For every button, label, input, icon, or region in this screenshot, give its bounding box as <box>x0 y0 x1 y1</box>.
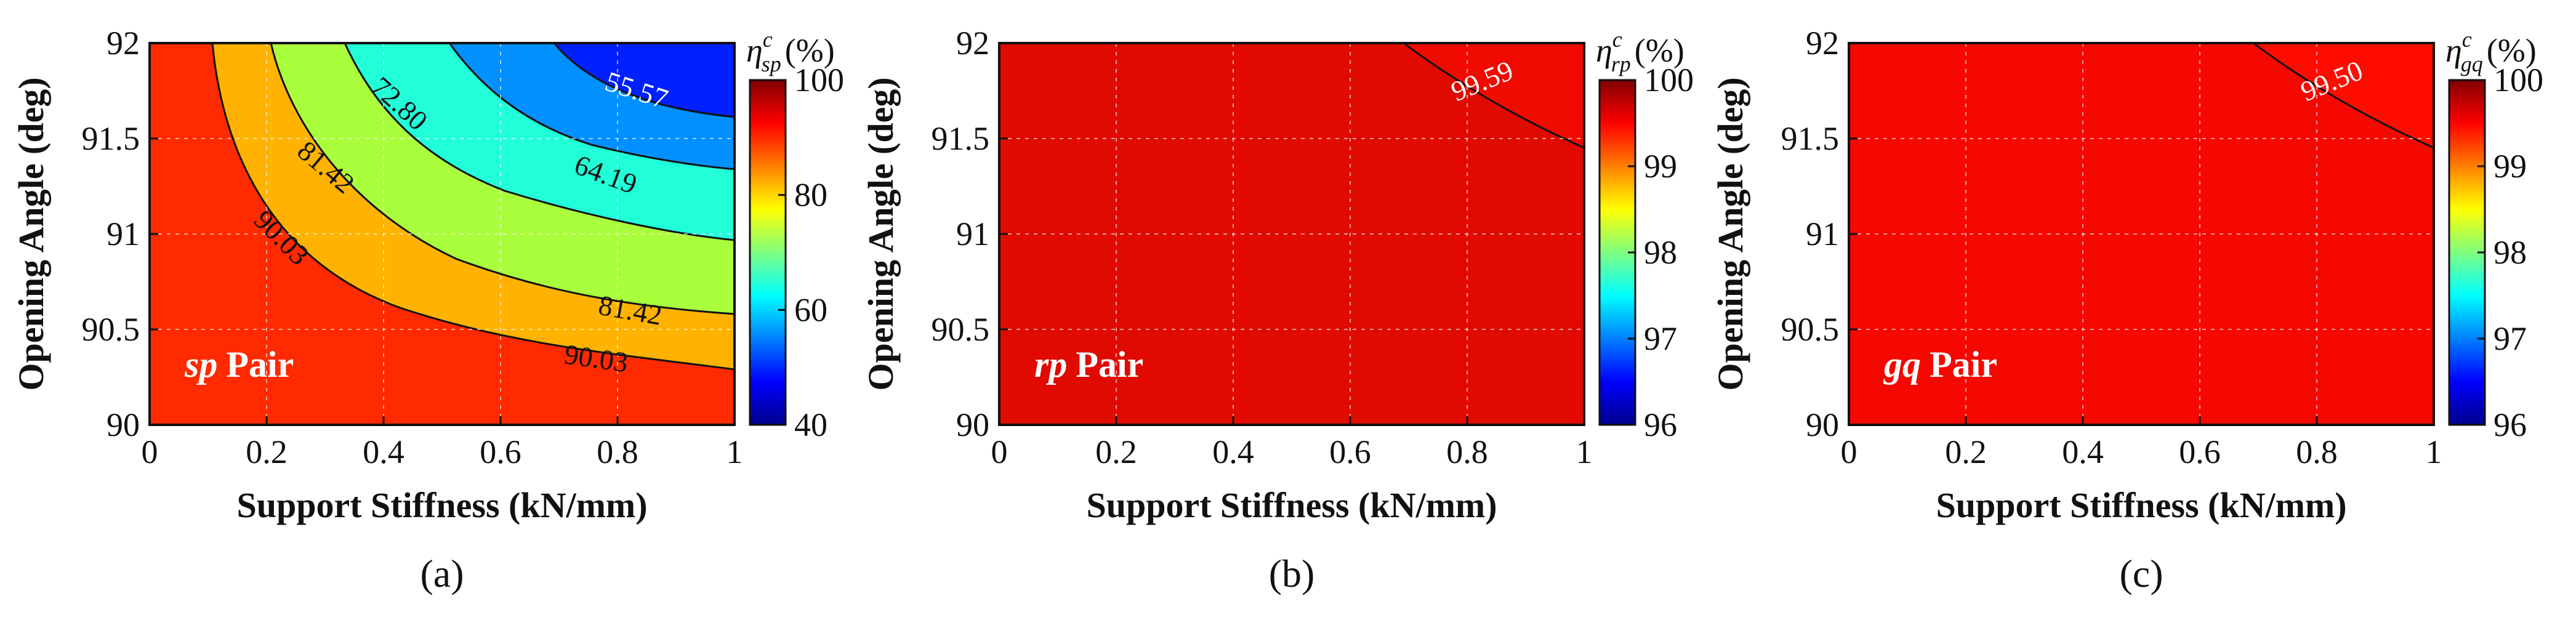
y-ticks-a: 90 90.5 91 91.5 92 <box>82 25 158 443</box>
x-tick-label: 0.8 <box>1446 433 1488 470</box>
pair-label-b: rp Pair <box>1034 344 1143 385</box>
x-tick-label: 0.4 <box>363 433 405 470</box>
panel-c: 99.50 gq Pair 0 0.2 0.4 0.6 0.8 1 90 90.5 91 91.5… <box>1699 0 2555 620</box>
colorbar-tick-label: 99 <box>1644 148 1677 185</box>
panel-caption-b: (b) <box>1268 552 1315 595</box>
x-ticks-a: 0 0.2 0.4 0.6 0.8 1 <box>142 416 743 470</box>
colorbar-tick-label: 97 <box>1644 320 1677 357</box>
x-tick-label: 1 <box>727 433 743 470</box>
panel-a: 90.03 81.42 72.80 64.19 55.57 90.03 81.4… <box>0 0 856 620</box>
y-tick-label: 91 <box>956 215 989 252</box>
x-ticks-b: 0 0.2 0.4 0.6 0.8 1 <box>991 416 1593 470</box>
colorbar-tick-label: 97 <box>2493 320 2527 357</box>
x-tick-label: 0.2 <box>246 433 288 470</box>
y-tick-label: 91.5 <box>82 120 140 157</box>
contour-fill-b <box>999 43 1584 425</box>
contour-line-90 <box>211 43 735 371</box>
x-tick-label: 0 <box>1841 433 1858 470</box>
y-axis-label-a: Opening Angle (deg) <box>11 77 51 390</box>
x-tick-label: 0 <box>142 433 158 470</box>
colorbar-tick-label: 99 <box>2493 148 2527 185</box>
colorbar-title-c: ηc gq (%) <box>2445 27 2537 76</box>
colorbar-title-a: ηc sp (%) <box>746 27 835 76</box>
x-tick-label: 0.8 <box>2296 433 2338 470</box>
region-corner-c <box>2253 43 2434 148</box>
colorbar-tick-label: 40 <box>794 406 827 443</box>
x-axis-label-c: Support Stiffness (kN/mm) <box>1936 485 2346 525</box>
region-below-55 <box>150 43 735 117</box>
x-tick-label: 0.6 <box>2179 433 2221 470</box>
y-tick-label: 90.5 <box>1781 311 1840 348</box>
y-tick-label: 90 <box>107 406 140 443</box>
colorbar-ticks-a: 40 60 80 100 <box>778 62 844 443</box>
grid-b <box>999 43 1584 425</box>
pair-label-a: sp Pair <box>184 344 294 385</box>
contour-line-55 <box>553 43 735 118</box>
colorbar-ticks-c: 96 97 98 99 100 <box>2477 62 2543 443</box>
y-tick-label: 91 <box>107 215 140 252</box>
y-ticks-c: 90 90.5 91 91.5 92 <box>1781 25 1858 443</box>
y-tick-label: 91 <box>1806 215 1839 252</box>
colorbar-ticks-b: 96 97 98 99 100 <box>1628 62 1694 443</box>
y-ticks-b: 90 90.5 91 91.5 92 <box>932 25 1008 443</box>
chart-c-svg: 99.50 gq Pair 0 0.2 0.4 0.6 0.8 1 9090.59191.5… <box>1710 25 2543 525</box>
y-tick-label: 92 <box>107 25 140 62</box>
panel-caption-a: (a) <box>420 552 464 595</box>
x-tick-label: 0.2 <box>1095 433 1137 470</box>
x-tick-label: 0.6 <box>480 433 521 470</box>
colorbar-tick-label: 80 <box>794 177 827 214</box>
x-axis-label-a: Support Stiffness (kN/mm) <box>236 485 647 525</box>
y-tick-label: 92 <box>1806 25 1839 62</box>
colorbar-tick-label: 96 <box>2493 406 2527 443</box>
panel-caption-c: (c) <box>2119 552 2163 595</box>
grid-a <box>150 43 735 425</box>
y-axis-label-b: Opening Angle (deg) <box>861 77 901 390</box>
x-tick-label: 0.2 <box>1945 433 1987 470</box>
contour-line-72 <box>344 43 735 241</box>
y-tick-label: 90 <box>956 406 989 443</box>
panel-b: 99.59 rp Pair 0 0.2 0.4 0.6 0.8 1 90 90.5 91 91.5… <box>850 0 1705 620</box>
contour-line-9950 <box>2253 43 2434 149</box>
y-tick-label: 92 <box>956 25 989 62</box>
chart-b-svg: 99.59 rp Pair 0 0.2 0.4 0.6 0.8 1 9090.59191.5… <box>861 25 1694 525</box>
x-tick-label: 0.6 <box>1329 433 1371 470</box>
contour-line-64 <box>448 43 735 171</box>
x-ticks-c: 0 0.2 0.4 0.6 0.8 1 <box>1841 416 2442 470</box>
colorbar-tick-label: 96 <box>1644 406 1677 443</box>
region-55-64 <box>150 43 735 169</box>
contour-fill-a <box>150 43 735 425</box>
colorbar-tick-label: 98 <box>2493 234 2527 271</box>
colorbar-tick-label: 98 <box>1644 234 1677 271</box>
region-corner-b <box>1404 43 1584 148</box>
chart-a-svg: 90.03 81.42 72.80 64.19 55.57 90.03 81.4… <box>11 25 844 525</box>
colorbar-tick-label: 100 <box>1644 62 1694 99</box>
colorbar-title-b: ηc rp (%) <box>1596 27 1684 76</box>
x-axis-label-b: Support Stiffness (kN/mm) <box>1086 485 1497 525</box>
x-tick-label: 1 <box>1576 433 1593 470</box>
x-tick-label: 0.4 <box>2062 433 2104 470</box>
x-tick-label: 0 <box>991 433 1008 470</box>
contour-line-81 <box>270 43 735 315</box>
y-tick-label: 90.5 <box>932 311 990 348</box>
colorbar-a <box>749 79 787 426</box>
colorbar-tick-label: 100 <box>2493 62 2543 99</box>
contour-line-9959 <box>1403 43 1584 149</box>
x-tick-label: 0.4 <box>1212 433 1254 470</box>
y-tick-label: 91.5 <box>1781 120 1840 157</box>
y-tick-label: 90 <box>1806 406 1839 443</box>
y-axis-label-c: Opening Angle (deg) <box>1710 77 1750 390</box>
x-tick-label: 0.8 <box>597 433 638 470</box>
colorbar-tick-label: 100 <box>794 62 844 99</box>
grid-c <box>1849 43 2434 425</box>
x-tick-label: 1 <box>2426 433 2442 470</box>
colorbar-tick-label: 60 <box>794 291 827 328</box>
y-tick-label: 90.5 <box>82 311 140 348</box>
pair-label-c: gq Pair <box>1883 344 1997 385</box>
y-tick-label: 91.5 <box>932 120 990 157</box>
